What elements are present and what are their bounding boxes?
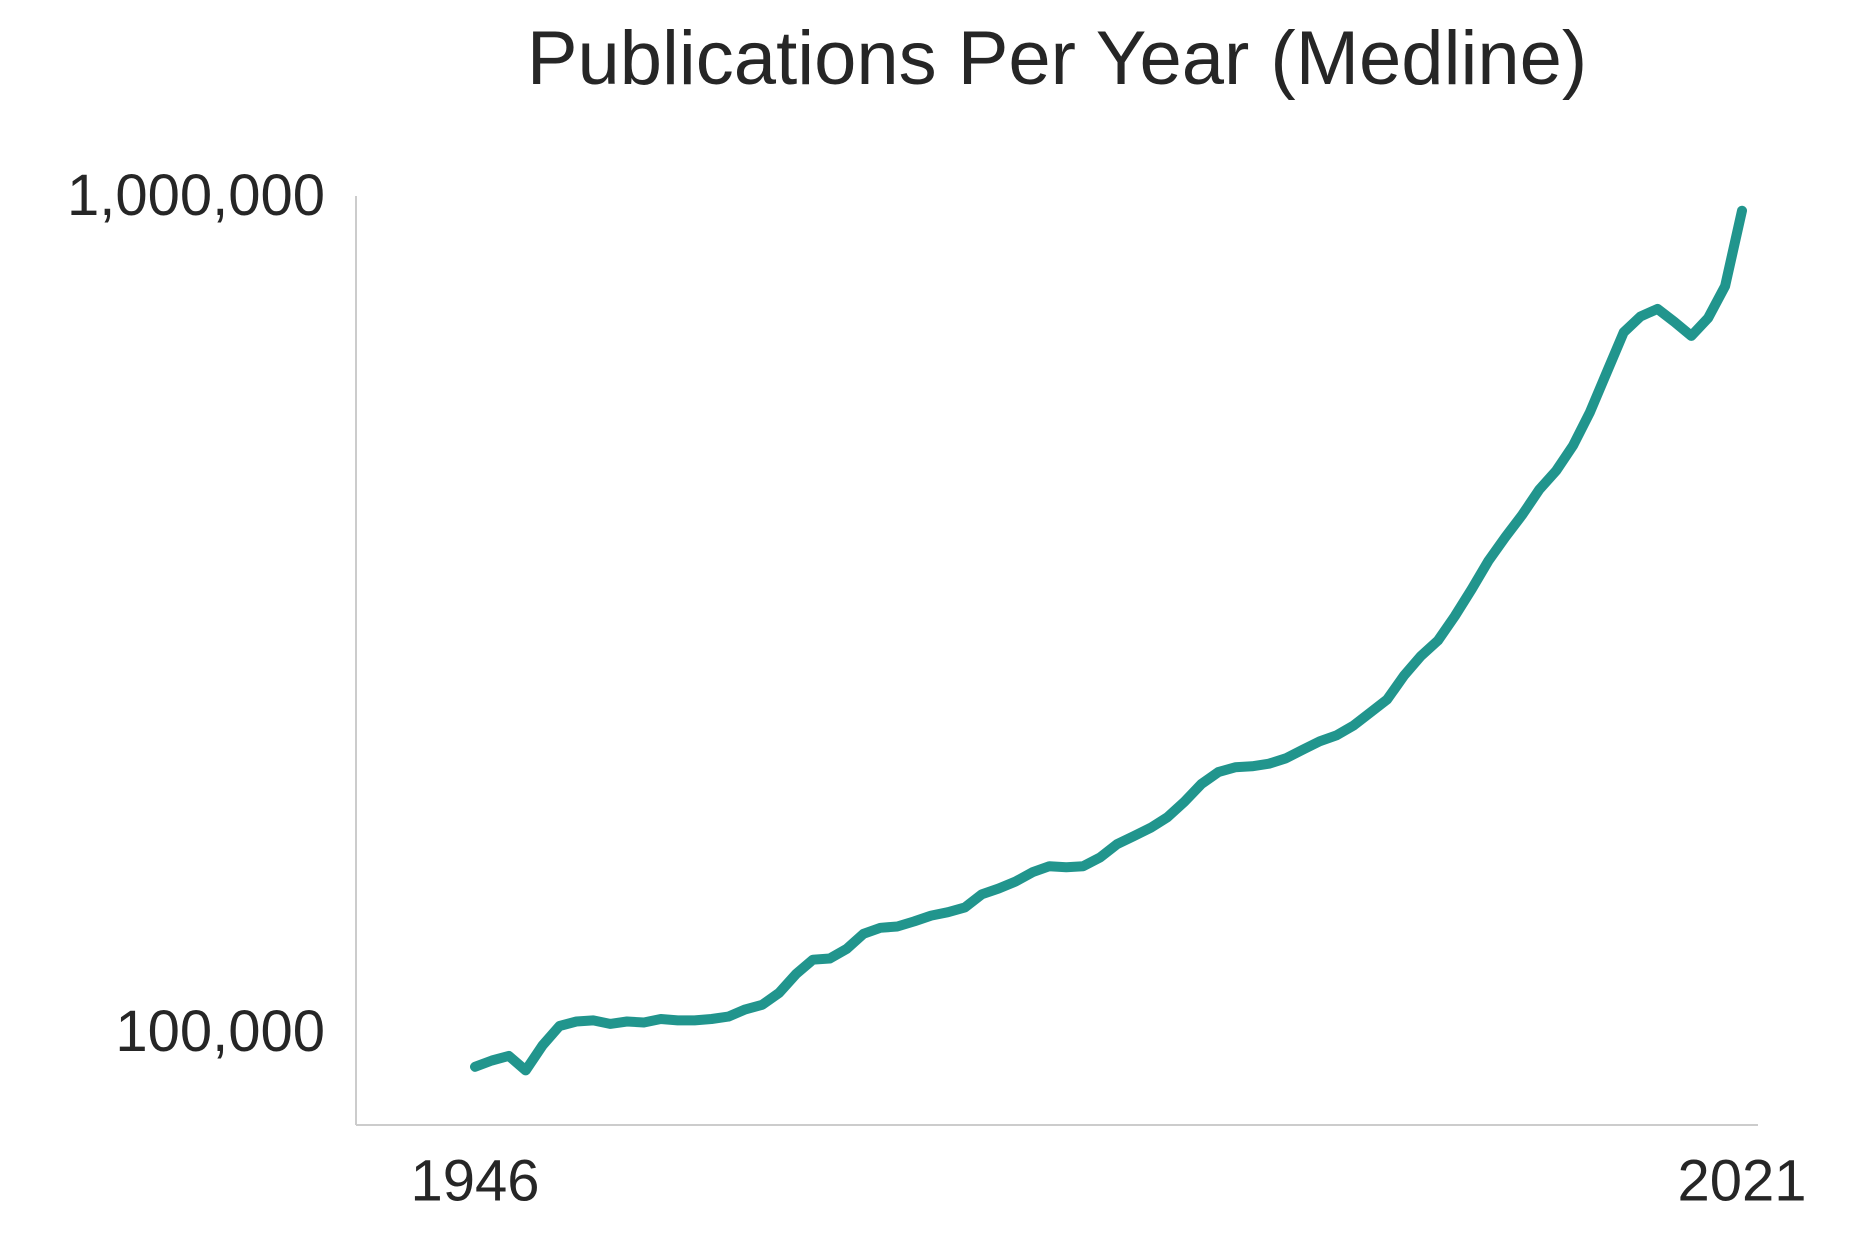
x-tick-label: 1946: [410, 1148, 539, 1213]
x-tick-label: 2021: [1677, 1148, 1806, 1213]
data-line: [470, 205, 1747, 1076]
y-tick-label: 100,000: [115, 999, 325, 1064]
y-tick-label: 1,000,000: [67, 163, 325, 228]
chart-title: Publications Per Year (Medline): [527, 16, 1587, 101]
